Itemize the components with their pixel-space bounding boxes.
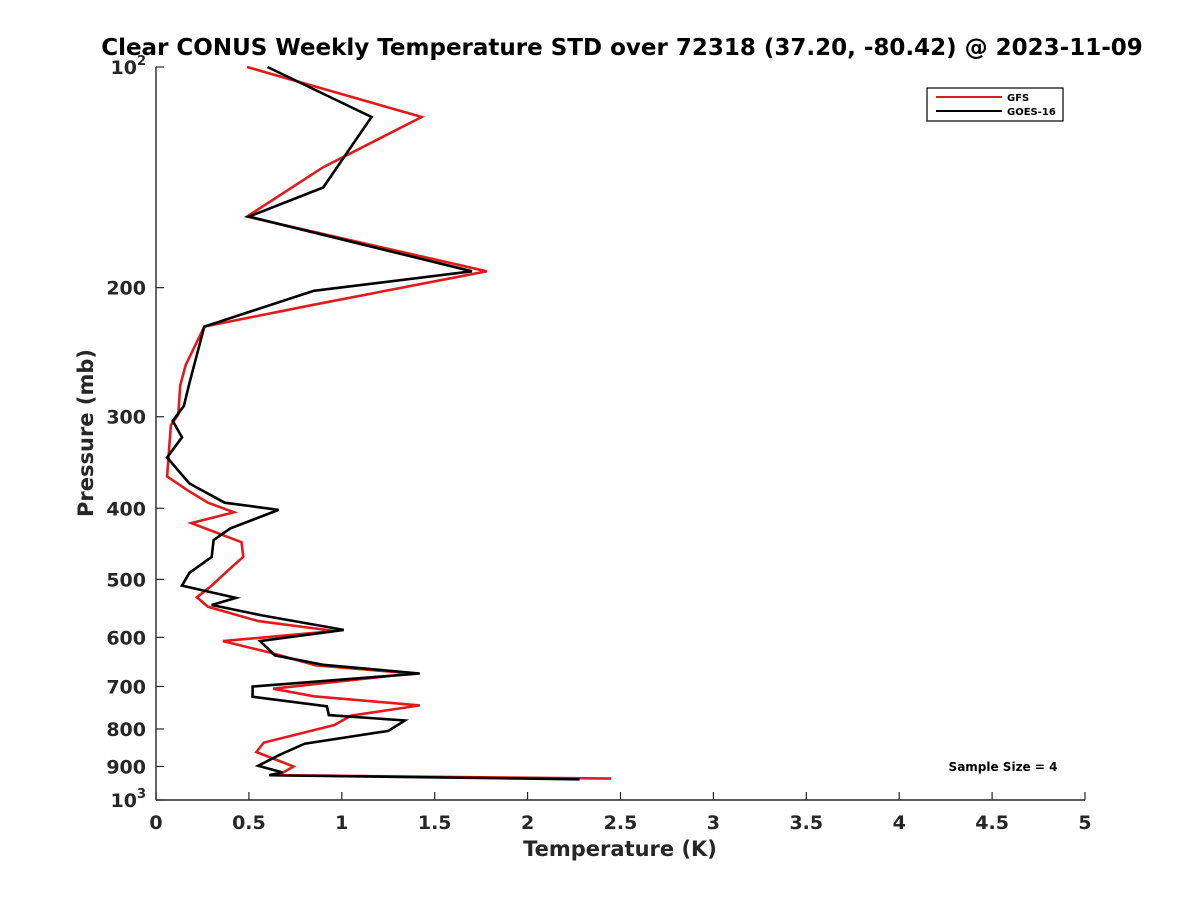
y-tick-label: 900	[106, 756, 146, 778]
y-tick-base: 10	[111, 790, 137, 812]
sample-size-annotation: Sample Size = 4	[949, 760, 1058, 774]
legend-entry-goes16: GOES-16	[1007, 107, 1056, 118]
x-tick-label: 4	[893, 812, 906, 834]
y-tick-base: 10	[111, 57, 137, 79]
legend-box	[926, 87, 1064, 122]
x-tick-label: 0	[149, 812, 162, 834]
y-tick-label: 600	[106, 627, 146, 649]
x-axis-ticks: 0 0.5 1 1.5 2 2.5 3 3.5 4 4.5 5	[149, 792, 1092, 834]
series-line-gfs	[165, 65, 612, 780]
x-tick-label: 5	[1078, 812, 1091, 834]
x-tick-label: 1.5	[418, 812, 452, 834]
y-tick-label: 500	[106, 569, 146, 591]
y-tick-label: 102	[111, 54, 147, 79]
legend-entry-gfs: GFS	[1007, 93, 1029, 104]
y-tick-label: 300	[106, 407, 146, 429]
y-axis-label: Pressure (mb)	[74, 349, 98, 517]
y-tick-label: 103	[111, 787, 147, 812]
x-tick-label: 0.5	[232, 812, 266, 834]
y-tick-label: 800	[106, 719, 146, 741]
legend: GFS GOES-16	[926, 87, 1064, 122]
series-line-goes16	[165, 65, 580, 781]
series-group	[165, 65, 612, 781]
y-tick-label: 200	[106, 278, 146, 300]
chart-title: Clear CONUS Weekly Temperature STD over …	[101, 35, 1143, 61]
x-tick-label: 2	[521, 812, 534, 834]
x-tick-label: 1	[335, 812, 348, 834]
y-tick-label: 400	[106, 498, 146, 520]
y-tick-exponent: 3	[137, 787, 146, 802]
x-tick-label: 2.5	[604, 812, 638, 834]
x-tick-label: 3	[707, 812, 720, 834]
x-tick-label: 4.5	[975, 812, 1009, 834]
x-axis-label: Temperature (K)	[523, 837, 717, 861]
y-tick-exponent: 2	[137, 54, 146, 69]
x-tick-label: 3.5	[789, 812, 823, 834]
y-tick-label: 700	[106, 676, 146, 698]
